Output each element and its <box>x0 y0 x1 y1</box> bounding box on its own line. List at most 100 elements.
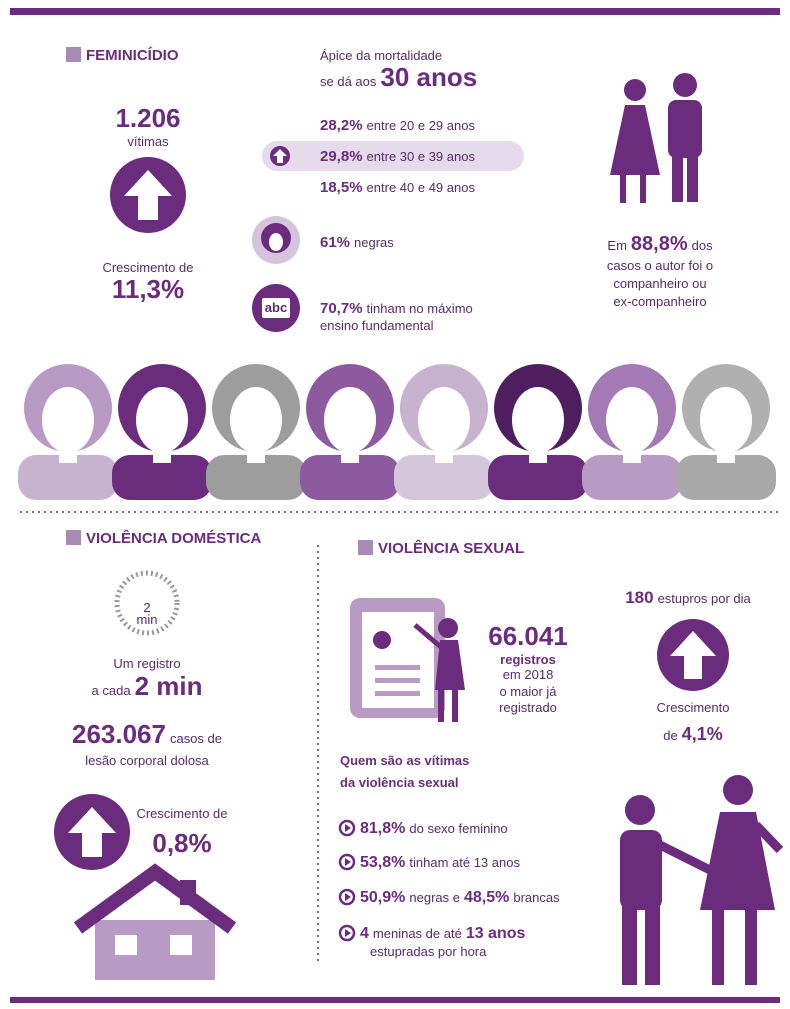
victims-title: da violência sexual <box>340 775 459 790</box>
growth-value: 0,8% <box>152 828 211 858</box>
woman-icon <box>252 216 300 264</box>
fact-segment: 48,5% <box>464 889 509 906</box>
fact-segment: 13 anos <box>466 925 526 942</box>
growth-value: 11,3% <box>112 274 184 304</box>
clock-icon <box>114 570 180 636</box>
peak-line: se dá aos 30 anos <box>320 62 477 92</box>
fact-line: estupradas por hora <box>370 944 487 959</box>
growth-label: Crescimento <box>657 700 730 715</box>
fact: 4 meninas de até 13 anos <box>360 925 526 942</box>
cases-line: lesão corporal dolosa <box>85 753 209 768</box>
document-icon <box>350 598 465 722</box>
education-stat: 70,7% tinham no máximo <box>320 300 473 317</box>
woman-face <box>42 387 94 453</box>
book-icon <box>252 284 300 332</box>
peak-prefix: se dá aos <box>320 74 377 89</box>
clock-unit: min <box>137 612 158 627</box>
rapes-stat: 180 estupros por dia <box>625 588 751 607</box>
play-icon <box>338 924 356 942</box>
woman-body <box>488 455 588 500</box>
play-icon <box>345 893 351 901</box>
fact-segment: negras e <box>409 890 460 905</box>
fact-segment: 50,9% <box>360 889 405 906</box>
highlight <box>262 141 524 171</box>
woman-neck <box>341 445 359 463</box>
age-group: 28,2% entre 20 e 29 anos <box>320 117 475 134</box>
records-line: registrado <box>499 700 557 715</box>
records-value: 66.041 <box>488 621 568 651</box>
woman-body <box>582 455 682 500</box>
victims-title: Quem são as vítimas <box>340 753 469 768</box>
woman-neck <box>717 445 735 463</box>
section-marker <box>66 530 81 545</box>
top-bar <box>10 8 780 15</box>
woman-neck <box>153 445 171 463</box>
woman-face <box>512 387 564 453</box>
play-icon <box>345 858 351 866</box>
couple-icon <box>610 73 702 203</box>
records-line: em 2018 <box>503 667 554 682</box>
woman-neck <box>529 445 547 463</box>
woman-neck <box>623 445 641 463</box>
woman-neck <box>435 445 453 463</box>
woman-face <box>230 387 282 453</box>
race-stat: 61% negras <box>320 234 394 251</box>
women-row <box>18 364 776 500</box>
up-arrow-icon <box>270 146 290 166</box>
fact-segment: 81,8% <box>360 820 405 837</box>
book-label: abc <box>265 300 287 315</box>
woman-body <box>18 455 118 500</box>
section-marker <box>358 540 373 555</box>
record-line: Um registro <box>113 656 180 671</box>
woman-body <box>206 455 306 500</box>
woman-body <box>394 455 494 500</box>
record-line: a cada 2 min <box>92 671 203 701</box>
records-line: registros <box>500 652 556 667</box>
up-arrow-icon <box>54 794 130 870</box>
section-title: VIOLÊNCIA DOMÉSTICA <box>86 529 261 547</box>
fact-segment: brancas <box>513 890 560 905</box>
author-stat: Em 88,8% dos <box>607 233 713 255</box>
clock-digit: 2 <box>143 600 150 615</box>
couple-icon <box>620 775 784 985</box>
facts: 81,8% do sexo feminino 53,8% tinham até 13 … <box>338 819 560 959</box>
play-icon <box>338 888 356 906</box>
woman-neck <box>59 445 77 463</box>
age-group: 29,8% entre 30 e 39 anos <box>320 148 475 165</box>
section-title: VIOLÊNCIA SEXUAL <box>378 539 524 557</box>
fact-segment: 4 <box>360 925 369 942</box>
woman-neck <box>247 445 265 463</box>
woman-face <box>324 387 376 453</box>
victims-label: vítimas <box>127 134 169 149</box>
author-line: casos o autor foi o <box>607 258 713 273</box>
woman-body <box>300 455 400 500</box>
author-line: ex-companheiro <box>613 294 706 309</box>
play-icon <box>345 929 351 937</box>
up-arrow-icon <box>110 157 186 233</box>
fact-segment: do sexo feminino <box>409 821 507 836</box>
woman-face <box>606 387 658 453</box>
education-stat: ensino fundamental <box>320 318 434 333</box>
growth-label: Crescimento de <box>136 806 227 821</box>
fact-segment: tinham até 13 anos <box>409 855 520 870</box>
woman-face <box>136 387 188 453</box>
play-icon <box>338 819 356 837</box>
woman-face <box>418 387 470 453</box>
peak-value: 30 anos <box>380 62 477 92</box>
growth-stat: de 4,1% <box>663 724 723 744</box>
play-icon <box>345 824 351 832</box>
victims-number: 1.206 <box>115 103 180 133</box>
section-title: FEMINICÍDIO <box>86 47 179 64</box>
up-arrow-icon <box>657 619 729 691</box>
fact-segment: meninas de até <box>373 926 462 941</box>
growth-label: Crescimento de <box>102 260 193 275</box>
woman-body <box>112 455 212 500</box>
cases-stat: 263.067 casos de <box>72 719 222 749</box>
age-group: 18,5% entre 40 e 49 anos <box>320 179 475 196</box>
bottom-bar <box>10 997 780 1003</box>
peak-line: Ápice da mortalidade <box>320 48 442 63</box>
fact-segment: 53,8% <box>360 854 405 871</box>
woman-body <box>676 455 776 500</box>
